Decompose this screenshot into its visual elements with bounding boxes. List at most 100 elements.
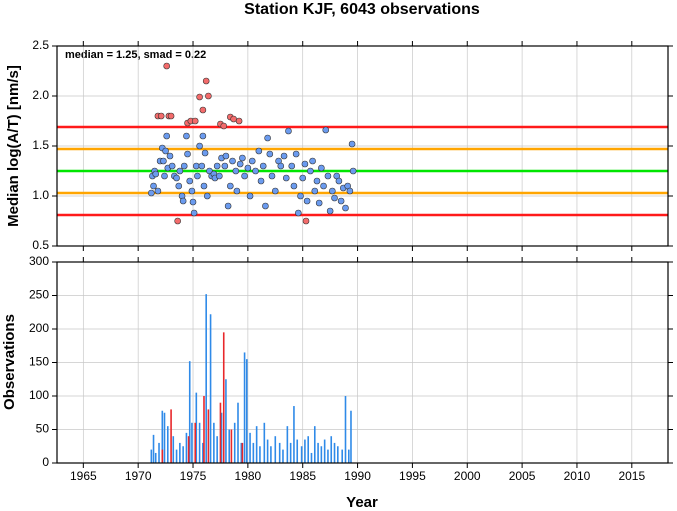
point	[266, 150, 274, 158]
plot-frame	[56, 45, 669, 247]
point	[175, 182, 183, 190]
x-tick-label: 2005	[509, 469, 536, 483]
bar	[166, 426, 169, 463]
y-tick-label: 50	[36, 422, 50, 436]
bar	[289, 442, 292, 463]
point	[277, 162, 285, 170]
bar	[347, 449, 350, 463]
point	[315, 199, 323, 207]
bar	[313, 426, 316, 463]
bar	[207, 409, 210, 463]
bar	[185, 432, 188, 463]
point	[244, 164, 252, 172]
bar	[222, 332, 225, 463]
point	[160, 157, 167, 165]
bar	[216, 436, 218, 463]
bar	[270, 446, 272, 463]
point	[324, 172, 332, 180]
point	[221, 162, 229, 170]
point	[309, 157, 316, 165]
point	[154, 187, 162, 195]
bar	[337, 446, 339, 463]
point	[255, 147, 263, 155]
point	[180, 162, 188, 170]
bar	[150, 449, 153, 463]
bar	[179, 442, 181, 463]
point	[191, 117, 199, 125]
point	[199, 132, 207, 140]
point	[196, 142, 203, 150]
bar	[220, 412, 223, 463]
bar	[344, 396, 347, 463]
y-tick-label: 0	[42, 455, 49, 469]
bar	[202, 442, 204, 463]
point	[337, 197, 345, 205]
bar	[274, 436, 277, 463]
point	[179, 197, 187, 205]
point	[216, 172, 223, 180]
point	[163, 62, 170, 70]
bar	[203, 396, 205, 463]
point	[167, 112, 175, 120]
point	[235, 117, 243, 125]
bar	[278, 442, 281, 463]
point	[264, 134, 271, 142]
point	[152, 170, 160, 178]
point	[232, 167, 240, 175]
bar	[263, 422, 266, 463]
point	[301, 160, 309, 168]
bar	[163, 412, 166, 463]
bar	[286, 426, 289, 463]
point	[205, 92, 212, 100]
bar	[249, 432, 251, 463]
x-tick-label: 1995	[399, 469, 426, 483]
point	[189, 198, 197, 206]
point	[202, 77, 210, 85]
y-tick-label: 200	[29, 321, 49, 335]
point	[288, 162, 296, 170]
point	[213, 162, 221, 170]
point	[190, 209, 198, 217]
bar	[293, 406, 295, 463]
bar	[333, 442, 336, 463]
x-tick-label: 1965	[70, 469, 97, 483]
point	[326, 207, 334, 215]
point	[230, 115, 237, 123]
point	[241, 172, 248, 180]
bar	[323, 439, 326, 463]
bar	[245, 359, 248, 463]
point	[184, 150, 191, 158]
point	[285, 127, 292, 135]
y-tick-label: 2.0	[32, 88, 49, 102]
point	[239, 154, 246, 162]
y-tick-label: 0.5	[32, 238, 49, 252]
bar	[259, 446, 261, 463]
point	[303, 197, 311, 205]
point	[188, 187, 196, 195]
point	[227, 182, 234, 190]
y-tick-label: 150	[29, 355, 49, 369]
bar	[341, 449, 344, 463]
point	[342, 204, 349, 212]
point	[220, 122, 228, 130]
point	[290, 182, 298, 190]
point	[222, 152, 230, 160]
point	[194, 172, 201, 180]
bar	[255, 426, 258, 463]
bar	[182, 446, 184, 463]
bar	[307, 436, 310, 463]
point	[329, 187, 336, 195]
bar	[230, 429, 233, 463]
point	[297, 192, 304, 200]
bar	[240, 442, 243, 463]
bar	[195, 392, 198, 463]
y-axis-label: Observations	[1, 314, 18, 410]
x-tick-label: 2015	[618, 469, 645, 483]
point	[248, 157, 256, 165]
point	[262, 202, 269, 210]
bar	[282, 449, 284, 463]
x-tick-label: 1990	[344, 469, 371, 483]
point	[233, 187, 241, 195]
annotation: median = 1.25, smad = 0.22	[65, 49, 206, 61]
point	[193, 162, 200, 170]
